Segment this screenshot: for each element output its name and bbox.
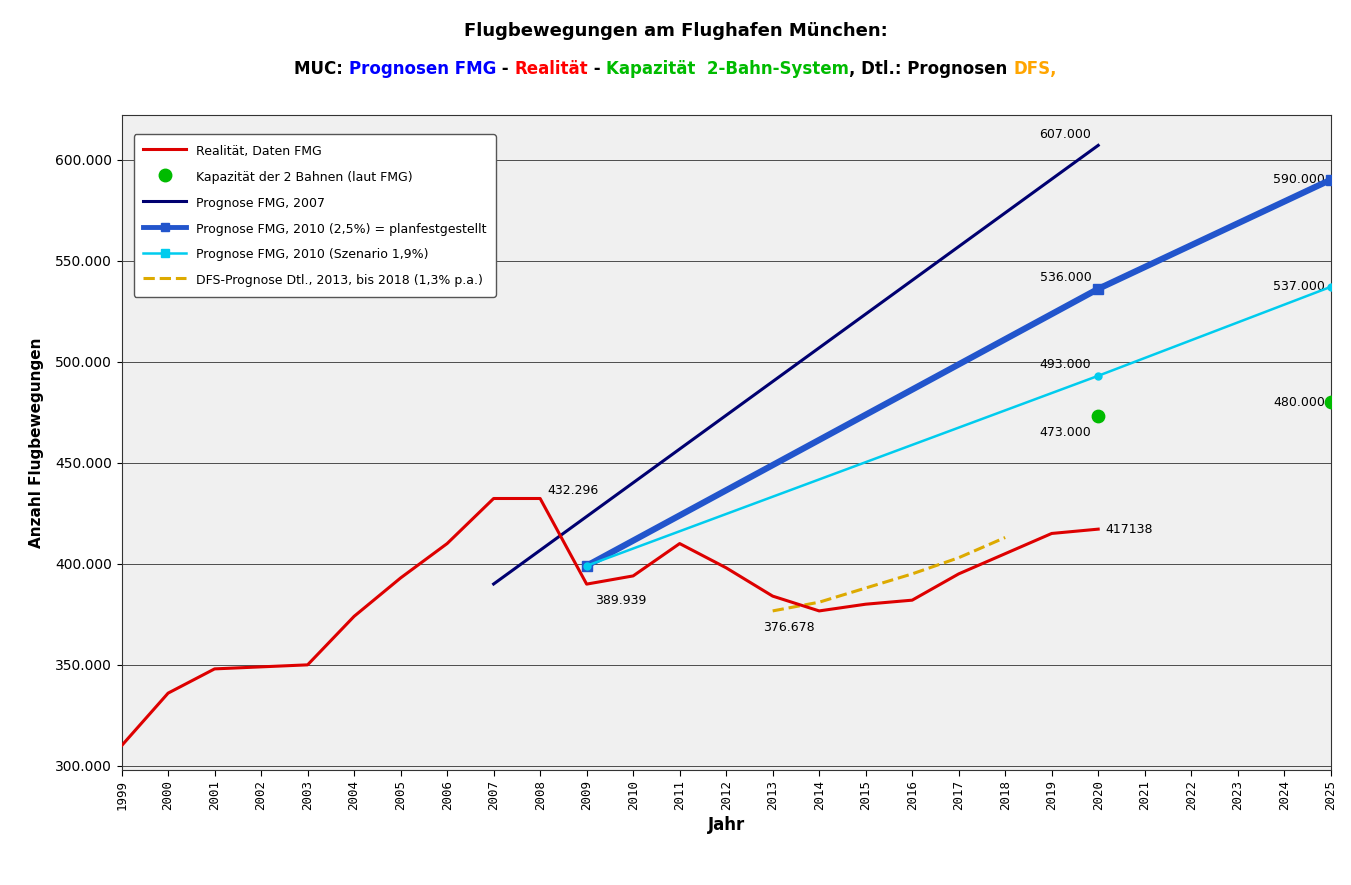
Point (1088, 409, 1109, 423)
Text: Kapazität  2-Bahn-System: Kapazität 2-Bahn-System (607, 60, 850, 78)
Text: 607.000: 607.000 (1039, 127, 1092, 141)
Text: -: - (496, 60, 515, 78)
Point (1320, 395, 1342, 409)
Text: 417138: 417138 (1105, 523, 1152, 535)
Text: 493.000: 493.000 (1040, 358, 1092, 371)
Text: 536.000: 536.000 (1039, 272, 1092, 284)
Text: -: - (588, 60, 607, 78)
Text: Prognosen FMG: Prognosen FMG (349, 60, 496, 78)
Text: 537.000: 537.000 (1273, 281, 1325, 293)
Text: , Dtl.: Prognosen: , Dtl.: Prognosen (850, 60, 1013, 78)
Text: 376.678: 376.678 (763, 621, 815, 634)
Text: Realität: Realität (515, 60, 588, 78)
Y-axis label: Anzahl Flugbewegungen: Anzahl Flugbewegungen (28, 337, 43, 548)
X-axis label: Jahr: Jahr (708, 816, 744, 834)
Text: MUC:: MUC: (295, 60, 349, 78)
Legend: Realität, Daten FMG, Kapazität der 2 Bahnen (laut FMG), Prognose FMG, 2007, Prog: Realität, Daten FMG, Kapazität der 2 Bah… (134, 135, 496, 296)
Text: 480.000: 480.000 (1273, 396, 1325, 409)
Text: 432.296: 432.296 (547, 484, 598, 496)
Text: 473.000: 473.000 (1039, 427, 1092, 439)
Text: DFS,: DFS, (1013, 60, 1056, 78)
Text: 389.939: 389.939 (594, 595, 646, 607)
Text: 590.000: 590.000 (1273, 173, 1325, 186)
Text: Flugbewegungen am Flughafen München:: Flugbewegungen am Flughafen München: (463, 22, 888, 40)
